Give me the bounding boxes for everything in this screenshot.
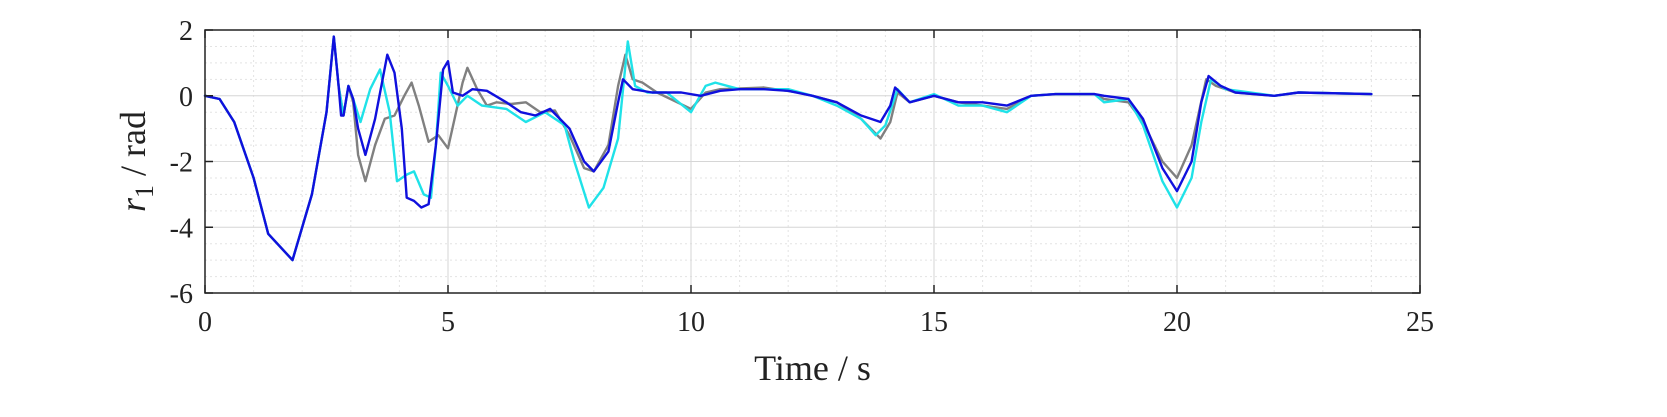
series-line-3 (203, 35, 1373, 262)
x-axis-label: Time / s (754, 348, 871, 388)
y-tick-label: 0 (179, 82, 193, 113)
y-tick-label: -4 (170, 213, 193, 244)
axis-ticks (204, 29, 1421, 294)
y-tick-label: -2 (170, 148, 193, 179)
x-tick-label: 20 (1163, 307, 1191, 338)
y-axis-label: r1 / rad (113, 111, 159, 212)
x-tick-label: 15 (920, 307, 948, 338)
x-tick-label: 25 (1406, 307, 1434, 338)
y-axis-label-var: r (113, 197, 153, 212)
series-layer (203, 35, 1373, 262)
x-tick-label: 0 (198, 307, 212, 338)
y-tick-label: 2 (179, 16, 193, 47)
x-tick-label: 10 (677, 307, 705, 338)
y-axis-label-sub: 1 (130, 185, 159, 198)
y-tick-label: -6 (170, 279, 193, 310)
x-tick-labels: 0 5 10 15 20 25 (198, 307, 1434, 338)
x-tick-label: 5 (441, 307, 455, 338)
y-axis-label-rest: / rad (113, 111, 153, 185)
y-tick-labels: 2 0 -2 -4 -6 (170, 16, 193, 310)
major-grid (204, 29, 1421, 294)
